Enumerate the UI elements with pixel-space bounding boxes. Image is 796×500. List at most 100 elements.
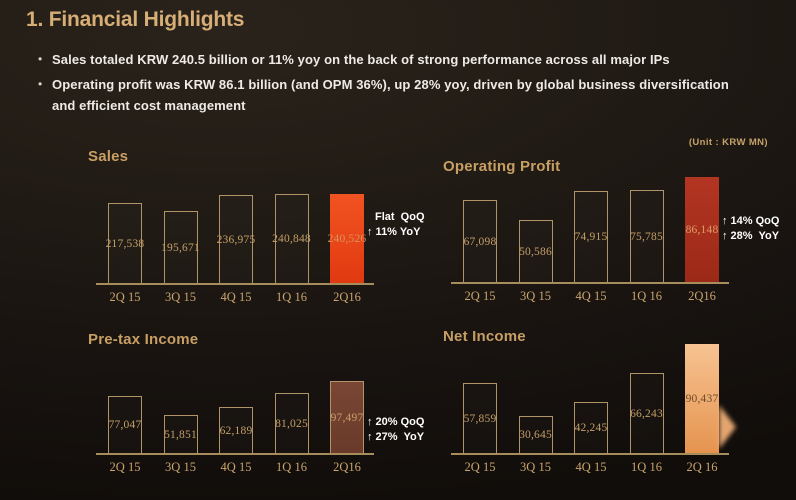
x-axis-label: 1Q 16 <box>631 460 662 474</box>
bar: 240,848 <box>272 194 311 283</box>
bar-value-label: 97,497 <box>330 411 364 424</box>
annotation-line: Flat QoQ <box>375 211 425 223</box>
bar-value-label: 77,047 <box>108 419 142 431</box>
bar-value-label: 50,586 <box>519 245 552 258</box>
bar-value-label: 62,189 <box>219 424 253 437</box>
x-axis-label: 3Q 15 <box>165 290 196 304</box>
x-axis-line <box>96 283 374 285</box>
x-axis-label: 2Q16 <box>333 290 361 304</box>
bar-value-label: 30,645 <box>519 429 552 441</box>
annotation-line: ↑ 20% QoQ <box>367 416 425 428</box>
x-axis-labels: 2Q 15 3Q 15 4Q 15 1Q 16 2Q16 <box>463 289 719 304</box>
bar-value-label: 217,538 <box>105 237 145 250</box>
x-axis-labels: 2Q 15 3Q 15 4Q 15 1Q 16 2Q16 <box>108 290 364 305</box>
bar: 90,437 <box>685 344 719 453</box>
annotation-line: ↑ 27% YoY <box>367 431 425 443</box>
bar-value-label: 51,851 <box>164 428 197 441</box>
bar: 57,859 <box>463 383 497 453</box>
bar-value-label: 57,859 <box>463 412 497 425</box>
x-axis-label: 2Q 15 <box>109 460 141 474</box>
chart-pretax-income: Pre-tax Income 77,047 51,851 62,189 81,025 9… <box>88 324 441 499</box>
bar: 74,915 <box>574 191 608 282</box>
bar-value-label: 81,025 <box>275 417 308 430</box>
annotation-line: ↑ 11% YoY <box>367 226 421 238</box>
x-axis-label: 2Q 15 <box>464 460 496 474</box>
bullet-list: • Sales totaled KRW 240.5 billion or 11% … <box>38 49 778 120</box>
bar: 77,047 <box>108 396 142 453</box>
bullet-dot-icon: • <box>38 77 43 91</box>
bullet-text: Sales totaled KRW 240.5 billion or 11% y… <box>52 52 670 67</box>
x-axis-label: 2Q 16 <box>686 460 718 474</box>
x-axis-label: 4Q 15 <box>575 289 607 303</box>
x-axis-label: 1Q 16 <box>631 289 662 303</box>
annotation-line: ↑ 28% YoY <box>722 230 780 242</box>
x-axis-label: 4Q 15 <box>575 460 607 474</box>
bar-value-label: 240,848 <box>272 233 311 245</box>
bar-value-label: 74,915 <box>574 231 608 243</box>
bar: 97,497 <box>330 381 364 453</box>
x-axis-label: 2Q 15 <box>464 289 496 303</box>
bar: 42,245 <box>574 402 608 453</box>
bar: 67,098 <box>463 200 497 282</box>
x-axis-label: 3Q 15 <box>520 289 551 303</box>
chart-title: Net Income <box>443 328 526 345</box>
bar: 62,189 <box>219 407 253 453</box>
x-axis-label: 3Q 15 <box>165 460 196 474</box>
bullet-dot-icon: • <box>38 52 43 66</box>
bar: 240,526 <box>327 194 367 283</box>
x-axis-label: 4Q 15 <box>220 290 252 304</box>
bars-row: 67,098 50,586 74,915 75,785 86,148 <box>463 167 719 282</box>
bar-value-label: 90,437 <box>685 392 719 405</box>
bar: 217,538 <box>105 203 145 283</box>
bar: 66,243 <box>629 373 664 453</box>
x-axis-labels: 2Q 15 3Q 15 4Q 15 1Q 16 2Q 16 <box>463 460 719 475</box>
x-axis-line <box>451 453 729 455</box>
bar: 236,975 <box>216 195 256 283</box>
bars-row: 217,538 195,671 236,975 240,848 240,526 <box>105 168 367 283</box>
annotation: ↑ 20% QoQ ↑ 27% YoY <box>367 415 424 445</box>
x-axis-label: 4Q 15 <box>220 460 252 474</box>
x-axis-label: 3Q 15 <box>520 460 551 474</box>
x-axis-labels: 2Q 15 3Q 15 4Q 15 1Q 16 2Q16 <box>108 460 364 475</box>
x-axis-label: 2Q16 <box>333 460 361 474</box>
bars-row: 77,047 51,851 62,189 81,025 97,497 <box>108 338 364 453</box>
bar-value-label: 42,245 <box>574 422 608 434</box>
annotation: Flat QoQ ↑ 11% YoY <box>367 210 425 240</box>
bar-value-label: 195,671 <box>161 241 200 254</box>
annotation: ↑ 14% QoQ ↑ 28% YoY <box>722 214 779 244</box>
bar: 30,645 <box>518 416 553 453</box>
x-axis-line <box>96 453 374 455</box>
x-axis-label: 1Q 16 <box>276 460 307 474</box>
bar: 75,785 <box>629 190 664 282</box>
chart-net-income: Net Income 57,859 30,645 42,245 66,243 90,43… <box>443 326 796 500</box>
bar-value-label: 240,526 <box>327 232 367 245</box>
unit-note: (Unit : KRW MN) <box>688 137 768 148</box>
bar: 195,671 <box>161 211 200 283</box>
bar: 81,025 <box>274 393 309 453</box>
bar-value-label: 75,785 <box>630 230 663 243</box>
bar: 86,148 <box>685 177 719 282</box>
page-title: 1. Financial Highlights <box>26 8 245 31</box>
bullet-item: • Operating profit was KRW 86.1 billion (… <box>38 74 778 116</box>
bullet-item: • Sales totaled KRW 240.5 billion or 11% … <box>38 49 778 70</box>
chart-title: Operating Profit <box>443 158 561 175</box>
bar-value-label: 86,148 <box>685 223 719 236</box>
annotation-line: ↑ 14% QoQ <box>722 215 780 227</box>
bar: 50,586 <box>518 220 553 282</box>
chart-sales: Sales 217,538 195,671 236,975 240,848 240,52… <box>88 146 441 321</box>
x-axis-label: 2Q16 <box>688 289 716 303</box>
bar-value-label: 67,098 <box>463 235 497 248</box>
x-axis-label: 2Q 15 <box>109 290 141 304</box>
bar-value-label: 66,243 <box>630 407 663 420</box>
bar-value-label: 236,975 <box>216 233 256 246</box>
chart-operating-profit: Operating Profit 67,098 50,586 74,915 75,78… <box>443 152 796 327</box>
bar: 51,851 <box>163 415 198 453</box>
x-axis-label: 1Q 16 <box>276 290 307 304</box>
x-axis-line <box>451 282 729 284</box>
chart-title: Pre-tax Income <box>88 331 199 348</box>
growth-arrow-icon <box>719 405 736 449</box>
bullet-text: Operating profit was KRW 86.1 billion (a… <box>52 77 729 113</box>
chart-title: Sales <box>88 148 129 165</box>
bars-row: 57,859 30,645 42,245 66,243 90,437 <box>463 338 719 453</box>
